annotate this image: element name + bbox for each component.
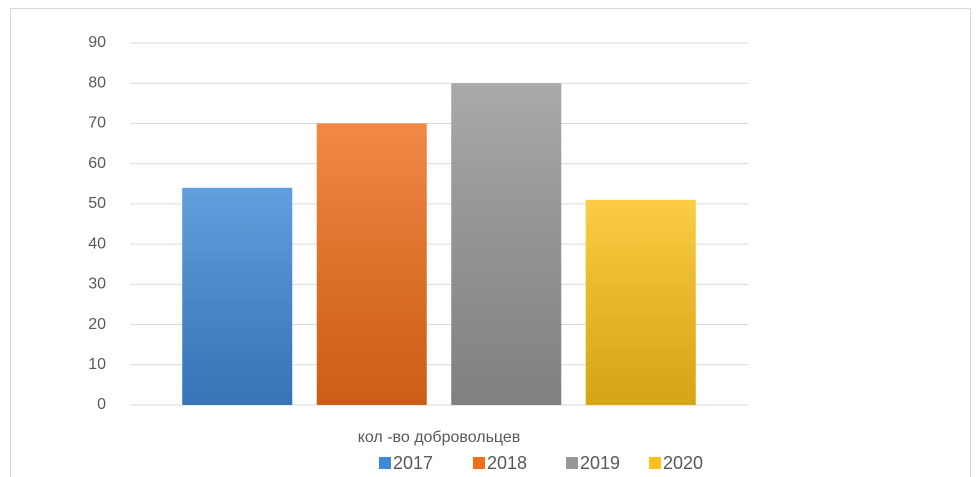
bar-shade [182, 187, 293, 405]
y-tick-label: 10 [88, 356, 106, 373]
legend-label: 2019 [580, 453, 620, 473]
legend-label: 2018 [487, 453, 527, 473]
bar-shade [451, 83, 562, 405]
bar-shade [585, 199, 696, 405]
y-tick-label: 60 [88, 155, 106, 172]
y-tick-label: 20 [88, 316, 106, 333]
legend-swatch [473, 457, 485, 469]
y-tick-label: 90 [88, 34, 106, 51]
legend-label: 2020 [663, 453, 703, 473]
y-tick-label: 70 [88, 115, 106, 132]
legend-swatch [379, 457, 391, 469]
chart-frame [10, 8, 971, 477]
y-tick-label: 50 [88, 195, 106, 212]
legend-swatch [566, 457, 578, 469]
y-tick-label: 0 [97, 396, 106, 413]
legend-label: 2017 [393, 453, 433, 473]
bar-shade [316, 123, 427, 405]
legend-swatch [649, 457, 661, 469]
x-tick-label: кол -во добровольцев [358, 429, 521, 446]
y-tick-label: 80 [88, 74, 106, 91]
y-tick-label: 40 [88, 235, 106, 252]
y-tick-label: 30 [88, 276, 106, 293]
